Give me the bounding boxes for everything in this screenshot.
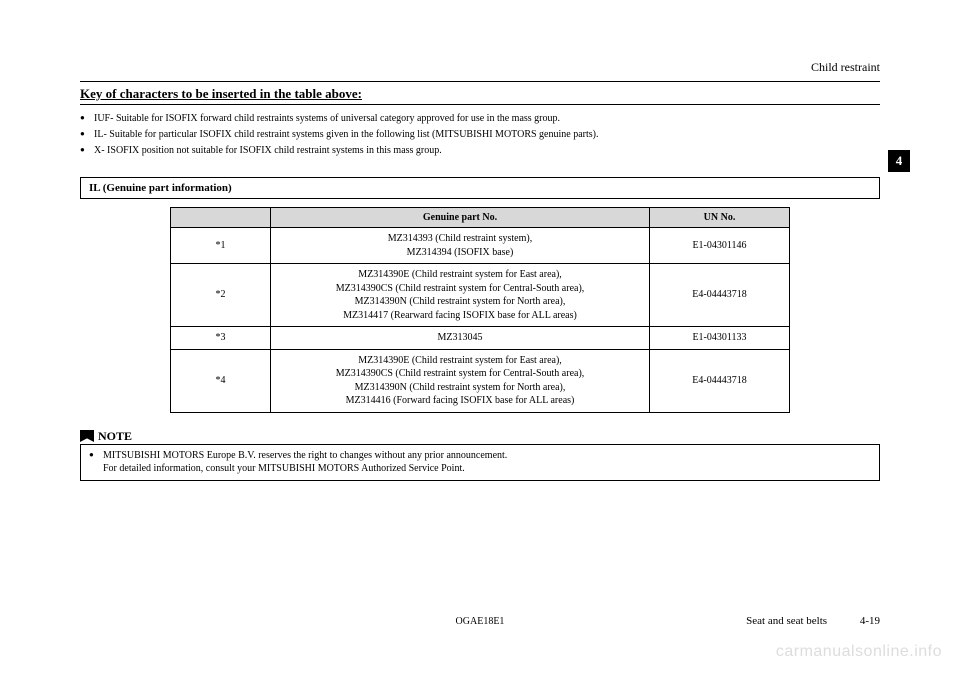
cell-part: MZ314390E (Child restraint system for Ea… bbox=[271, 264, 650, 327]
col-part-no: Genuine part No. bbox=[271, 208, 650, 228]
note-item: MITSUBISHI MOTORS Europe B.V. reserves t… bbox=[89, 449, 871, 476]
section-heading: Key of characters to be inserted in the … bbox=[80, 86, 880, 102]
note-box: NOTE MITSUBISHI MOTORS Europe B.V. reser… bbox=[80, 429, 880, 481]
table-row: *2 MZ314390E (Child restraint system for… bbox=[171, 264, 790, 327]
bullet-item: IL- Suitable for particular ISOFIX child… bbox=[80, 127, 880, 143]
cell-un: E4-04443718 bbox=[650, 264, 790, 327]
cell-un: E4-04443718 bbox=[650, 349, 790, 412]
header-section-title: Child restraint bbox=[80, 60, 880, 75]
cell-un: E1-04301146 bbox=[650, 228, 790, 264]
col-un-no: UN No. bbox=[650, 208, 790, 228]
divider-under-heading bbox=[80, 104, 880, 105]
table-row: *3 MZ313045 E1-04301133 bbox=[171, 327, 790, 350]
bullet-item: X- ISOFIX position not suitable for ISOF… bbox=[80, 143, 880, 159]
bullet-item: IUF- Suitable for ISOFIX forward child r… bbox=[80, 111, 880, 127]
cell-un: E1-04301133 bbox=[650, 327, 790, 350]
genuine-parts-table: Genuine part No. UN No. *1 MZ314393 (Chi… bbox=[170, 207, 790, 413]
cell-ref: *2 bbox=[171, 264, 271, 327]
key-bullet-list: IUF- Suitable for ISOFIX forward child r… bbox=[80, 111, 880, 159]
cell-part: MZ314393 (Child restraint system),MZ3143… bbox=[271, 228, 650, 264]
cell-ref: *4 bbox=[171, 349, 271, 412]
note-icon bbox=[80, 430, 94, 442]
watermark-text: carmanualsonline.info bbox=[776, 643, 942, 661]
footer-right: Seat and seat belts 4-19 bbox=[746, 615, 880, 627]
cell-ref: *3 bbox=[171, 327, 271, 350]
table-row: *4 MZ314390E (Child restraint system for… bbox=[171, 349, 790, 412]
cell-part: MZ313045 bbox=[271, 327, 650, 350]
page-footer: OGAE18E1 Seat and seat belts 4-19 bbox=[80, 616, 880, 627]
cell-ref: *1 bbox=[171, 228, 271, 264]
divider-top bbox=[80, 81, 880, 82]
chapter-tab: 4 bbox=[888, 150, 910, 172]
cell-part: MZ314390E (Child restraint system for Ea… bbox=[271, 349, 650, 412]
il-genuine-part-header: IL (Genuine part information) bbox=[80, 177, 880, 199]
note-content: MITSUBISHI MOTORS Europe B.V. reserves t… bbox=[80, 444, 880, 481]
table-row: *1 MZ314393 (Child restraint system),MZ3… bbox=[171, 228, 790, 264]
col-ref bbox=[171, 208, 271, 228]
note-title-text: NOTE bbox=[98, 429, 132, 444]
note-title-row: NOTE bbox=[80, 429, 880, 444]
footer-chapter-label: Seat and seat belts bbox=[746, 615, 827, 627]
footer-page-number: 4-19 bbox=[860, 615, 880, 627]
